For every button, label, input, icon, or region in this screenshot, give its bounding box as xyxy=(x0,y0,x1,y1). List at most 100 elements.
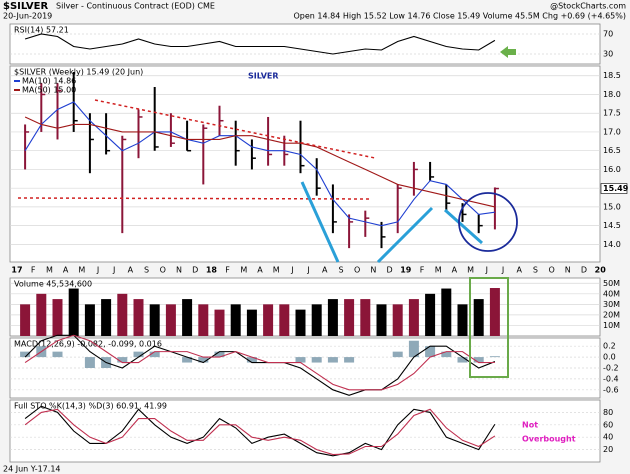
volume-bar xyxy=(165,304,176,336)
annotation-note: Not xyxy=(522,421,538,430)
histogram-bar xyxy=(214,351,225,358)
histogram-bar xyxy=(84,357,95,368)
histogram-bar xyxy=(489,356,500,358)
quote: Open 14.84 High 15.52 Low 14.76 Close 15… xyxy=(293,12,626,21)
x-tick-label: F xyxy=(420,266,425,275)
volume-bar xyxy=(117,293,128,336)
y-tick-label: 14.5 xyxy=(603,221,621,230)
x-tick-label: A xyxy=(516,266,522,275)
panel-title: RSI(14) 57.21 xyxy=(14,26,69,35)
x-tick-label: M xyxy=(46,266,53,275)
volume-bar xyxy=(133,299,144,336)
x-tick-label: S xyxy=(533,266,538,275)
highlight-circle xyxy=(458,192,518,252)
support-line xyxy=(17,197,371,200)
y-tick-label: 14.0 xyxy=(603,240,621,249)
histogram-bar xyxy=(473,357,484,363)
volume-bar xyxy=(441,288,452,336)
volume-bar xyxy=(295,309,306,336)
y-tick-label: 18.0 xyxy=(603,90,621,99)
y-tick-label: 30 xyxy=(603,50,613,59)
volume-bar xyxy=(344,299,355,336)
x-tick-label: O xyxy=(548,266,554,275)
x-tick-label: M xyxy=(467,266,474,275)
x-tick-label: M xyxy=(273,266,280,275)
volume-bar xyxy=(489,288,500,336)
y-tick-label: -0.4 xyxy=(603,374,619,383)
histogram-bar xyxy=(327,357,338,363)
x-tick-label: 20 xyxy=(595,266,607,275)
volume-bar xyxy=(198,304,209,336)
series-line xyxy=(24,405,496,457)
histogram-bar xyxy=(295,357,306,363)
y-tick-label: 60 xyxy=(603,420,613,429)
volume-bar xyxy=(473,299,484,336)
series-line xyxy=(24,33,496,55)
volume-bar xyxy=(327,299,338,336)
v-line xyxy=(444,208,483,245)
site: @StockCharts.com xyxy=(550,2,626,11)
volume-bar xyxy=(457,304,468,336)
y-tick-label: 17.0 xyxy=(603,127,621,136)
x-tick-label: F xyxy=(225,266,230,275)
volume-bar xyxy=(263,304,274,336)
volume-bar xyxy=(246,309,257,336)
x-tick-label: 19 xyxy=(400,266,412,275)
legend-label: MA(10) 14.86 xyxy=(22,77,76,86)
volume-bar xyxy=(101,299,112,336)
histogram-bar xyxy=(408,340,419,358)
legend-label: MA(50) 15.00 xyxy=(22,86,76,95)
volume-bar xyxy=(360,299,371,336)
volume-bar xyxy=(20,304,31,336)
x-tick-label: O xyxy=(354,266,360,275)
histogram-bar xyxy=(344,357,355,363)
y-tick-label: 0.0 xyxy=(603,353,616,362)
y-tick-label: 18.5 xyxy=(603,71,621,80)
y-tick-label: 17.5 xyxy=(603,109,621,118)
y-tick-label: 40M xyxy=(603,289,620,298)
volume-bar xyxy=(230,304,241,336)
x-tick-label: M xyxy=(240,266,247,275)
x-tick-label: J xyxy=(485,266,488,275)
x-tick-label: J xyxy=(112,266,115,275)
x-tick-label: M xyxy=(435,266,442,275)
histogram-bar xyxy=(133,351,144,358)
volume-bar xyxy=(392,304,403,336)
v-line xyxy=(300,181,340,263)
x-tick-label: J xyxy=(290,266,293,275)
histogram-bar xyxy=(441,351,452,358)
histogram-bar xyxy=(117,357,128,363)
y-tick-label: 50M xyxy=(603,279,620,288)
volume-bar xyxy=(36,293,47,336)
volume-bar xyxy=(214,309,225,336)
y-tick-label: 16.5 xyxy=(603,146,621,155)
x-tick-label: N xyxy=(370,266,376,275)
histogram-bar xyxy=(246,357,257,363)
x-tick-label: 18 xyxy=(206,266,218,275)
volume-bar xyxy=(182,299,193,336)
date: 20-Jun-2019 xyxy=(3,12,52,21)
x-tick-label: A xyxy=(63,266,69,275)
y-tick-label: 80 xyxy=(603,408,613,417)
description: Silver - Continuous Contract (EOD) CME xyxy=(56,2,215,11)
panel-title: $SILVER (Weekly) 15.49 (20 Jun) xyxy=(14,68,143,77)
volume-bar xyxy=(52,299,63,336)
panel-title: MACD(12,26,9) -0.082, -0.099, 0.016 xyxy=(14,340,162,349)
y-tick-label: 70 xyxy=(603,30,613,39)
x-tick-label: A xyxy=(257,266,263,275)
y-tick-label: 20 xyxy=(603,445,613,454)
x-tick-label: D xyxy=(581,266,587,275)
series-line xyxy=(24,334,495,391)
y-tick-label: -0.6 xyxy=(603,385,619,394)
highlight-box xyxy=(469,277,509,378)
panel-title: Full STO %K(14,3) %D(3) 60.91, 41.99 xyxy=(14,402,167,411)
histogram-bar xyxy=(182,357,193,363)
y-tick-label: 20M xyxy=(603,310,620,319)
volume-bar xyxy=(408,299,419,336)
x-tick-label: J xyxy=(501,266,504,275)
volume-bar xyxy=(279,304,290,336)
histogram-bar xyxy=(52,351,63,358)
volume-bar xyxy=(68,288,79,336)
symbol: $SILVER xyxy=(3,1,48,12)
